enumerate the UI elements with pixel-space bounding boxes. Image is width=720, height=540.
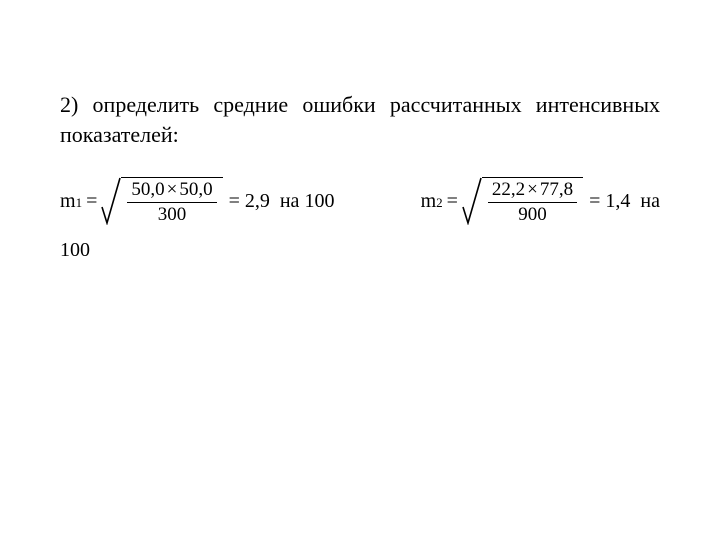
m2-fraction: 22,2×77,8 900 [488, 180, 577, 225]
m1-subscript: 1 [76, 195, 83, 211]
m1-denominator: 300 [154, 205, 191, 225]
m1-sqrt: 50,0×50,0 300 [101, 177, 222, 225]
m2-radicand: 22,2×77,8 900 [482, 177, 583, 225]
formula-row: m1= 50,0×50,0 300 [60, 177, 660, 225]
m2-denominator: 900 [514, 205, 551, 225]
m1-numerator: 50,0×50,0 [127, 180, 216, 200]
m1-per-word: на [280, 190, 300, 212]
m1-fraction: 50,0×50,0 300 [127, 180, 216, 225]
m2-equals-2: = [589, 190, 600, 212]
fraction-bar [488, 202, 577, 203]
m1-result: 2,9 [245, 190, 270, 212]
m2-numerator: 22,2×77,8 [488, 180, 577, 200]
m2-subscript: 2 [436, 195, 443, 211]
fraction-bar [127, 202, 216, 203]
page: 2) определить средние ошибки рассчитанны… [0, 0, 720, 540]
m2-result: 1,4 [605, 190, 630, 212]
m2-equals-1: = [447, 190, 458, 213]
m2-tail: = 1,4 на [589, 190, 660, 213]
m2-num-a: 22,2 [492, 179, 525, 200]
sqrt-radical-icon [462, 177, 482, 225]
m1-equals-1: = [86, 190, 97, 213]
m1-radicand: 50,0×50,0 300 [121, 177, 222, 225]
formula-m2: m2= 22,2×77,8 900 [421, 177, 660, 225]
m2-sqrt: 22,2×77,8 900 [462, 177, 583, 225]
bullet-number: 2) [60, 92, 78, 117]
m1-per-value: 100 [304, 190, 334, 212]
m1-equals-2: = [229, 190, 240, 212]
m2-per-value-wrapped: 100 [60, 239, 660, 262]
intro-text: определить средние ошибки рассчитанных и… [60, 92, 660, 147]
m1-num-a: 50,0 [131, 179, 164, 200]
sqrt-radical-icon [101, 177, 121, 225]
m2-times-icon: × [525, 179, 540, 200]
m1-tail: = 2,9 на 100 [229, 190, 335, 213]
formula-m1: m1= 50,0×50,0 300 [60, 177, 334, 225]
m2-per-word: на [640, 190, 660, 212]
m2-num-b: 77,8 [540, 179, 573, 200]
m1-symbol: m [60, 190, 76, 213]
m1-num-b: 50,0 [179, 179, 212, 200]
intro-paragraph: 2) определить средние ошибки рассчитанны… [60, 90, 660, 149]
m2-symbol: m [421, 190, 437, 213]
m1-times-icon: × [165, 179, 180, 200]
